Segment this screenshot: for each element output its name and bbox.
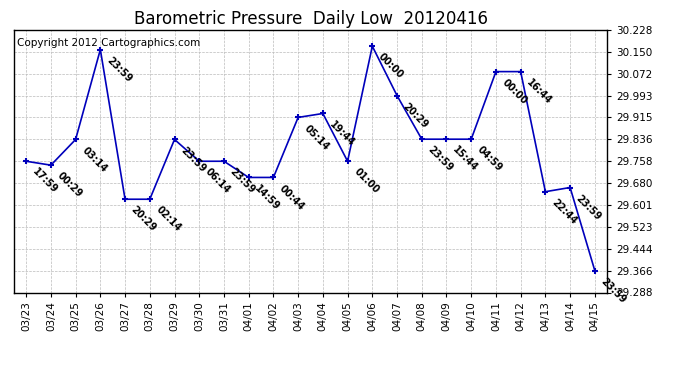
Text: 05:14: 05:14	[302, 123, 331, 152]
Text: Copyright 2012 Cartographics.com: Copyright 2012 Cartographics.com	[17, 38, 200, 48]
Text: 22:44: 22:44	[549, 197, 578, 226]
Text: 23:59: 23:59	[228, 167, 257, 196]
Text: 20:29: 20:29	[129, 205, 158, 234]
Text: 23:59: 23:59	[599, 276, 628, 305]
Text: 23:59: 23:59	[574, 193, 603, 222]
Text: 00:29: 00:29	[55, 171, 84, 200]
Text: 06:14: 06:14	[204, 167, 233, 196]
Text: 16:44: 16:44	[525, 77, 554, 106]
Text: 19:44: 19:44	[327, 119, 356, 148]
Text: 01:00: 01:00	[352, 167, 381, 196]
Text: 23:59: 23:59	[104, 55, 133, 84]
Text: 04:59: 04:59	[475, 145, 504, 174]
Text: 23:59: 23:59	[179, 145, 208, 174]
Text: 02:14: 02:14	[154, 205, 183, 234]
Text: 03:14: 03:14	[80, 145, 109, 174]
Text: 17:59: 17:59	[30, 167, 59, 196]
Text: 23:59: 23:59	[426, 145, 455, 174]
Title: Barometric Pressure  Daily Low  20120416: Barometric Pressure Daily Low 20120416	[133, 10, 488, 28]
Text: 00:44: 00:44	[277, 183, 306, 212]
Text: 14:59: 14:59	[253, 183, 282, 212]
Text: 20:29: 20:29	[401, 101, 430, 130]
Text: 15:44: 15:44	[451, 145, 480, 174]
Text: 00:00: 00:00	[377, 52, 406, 81]
Text: 00:00: 00:00	[500, 77, 529, 106]
